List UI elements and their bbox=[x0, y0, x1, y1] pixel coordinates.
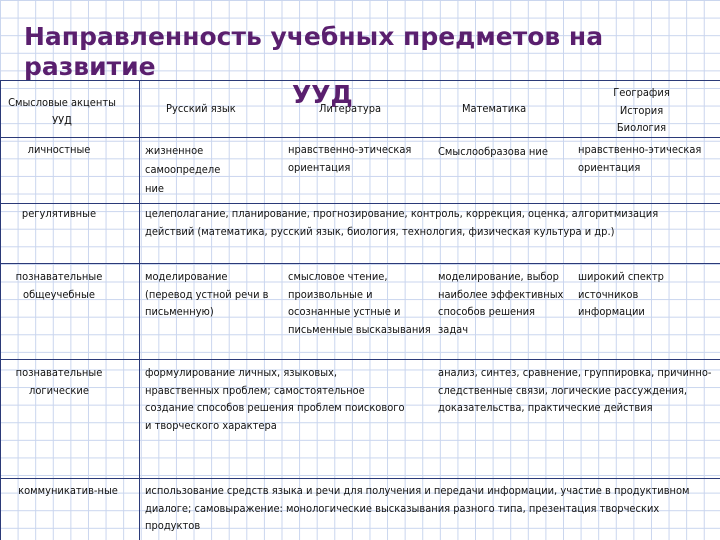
header-cell: Русский язык bbox=[166, 102, 236, 115]
slide-title: Направленность учебных предметов на разв… bbox=[24, 22, 604, 81]
header-cell: Математика bbox=[462, 102, 527, 115]
table-cell: использование средств языка и речи для п… bbox=[145, 484, 690, 532]
slide-title-tail: УУД bbox=[292, 80, 353, 109]
row-divider bbox=[0, 263, 720, 264]
row-divider bbox=[0, 203, 720, 204]
header-cell: Смысловые акценты УУД bbox=[8, 96, 116, 127]
row-divider bbox=[0, 137, 720, 138]
row-label: коммуникатив-ные bbox=[18, 484, 118, 497]
header-cell: Литература bbox=[319, 102, 382, 115]
row-label: познавательные логические bbox=[15, 366, 103, 397]
column-divider bbox=[139, 80, 140, 540]
table-border bbox=[0, 80, 720, 81]
row-label: регулятивные bbox=[21, 207, 97, 220]
table-cell: нравственно-этическая ориентация bbox=[288, 143, 412, 174]
table-cell: целеполагание, планирование, прогнозиров… bbox=[145, 207, 659, 238]
table-cell: моделирование, выбор наиболее эффективны… bbox=[438, 270, 564, 336]
row-divider bbox=[0, 478, 720, 479]
table-cell: анализ, синтез, сравнение, группировка, … bbox=[438, 366, 712, 414]
table-border bbox=[0, 80, 1, 540]
table-cell: формулирование личных, языковых, нравств… bbox=[145, 366, 405, 432]
table-cell: Смыслообразова ние bbox=[438, 145, 548, 158]
row-label: познавательные общеучебные bbox=[15, 270, 103, 301]
row-divider bbox=[0, 359, 720, 360]
table-cell: моделирование (перевод устной речи в пис… bbox=[145, 270, 269, 318]
table-cell: смысловое чтение, произвольные и осознан… bbox=[288, 270, 431, 336]
table-cell: жизненное самоопределе ние bbox=[145, 144, 221, 195]
header-cell: География История Биология bbox=[613, 86, 670, 134]
table-cell: широкий спектр источников информации bbox=[578, 270, 664, 318]
row-label: личностные bbox=[27, 143, 91, 156]
table-cell: нравственно-этическая ориентация bbox=[578, 143, 702, 174]
